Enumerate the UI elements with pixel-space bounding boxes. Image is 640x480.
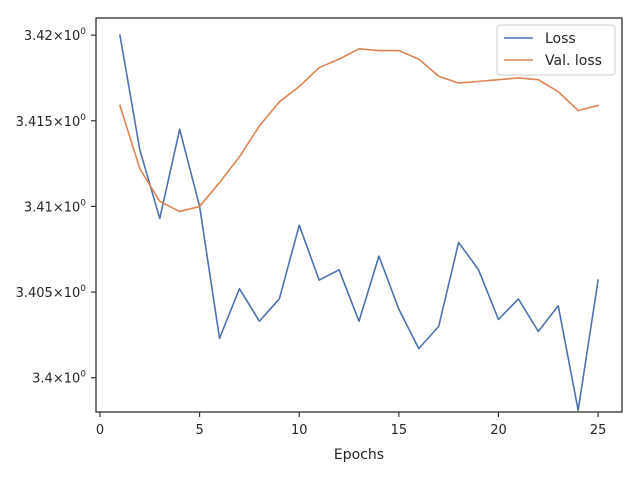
x-axis-ticks: 0 5 10 15 20 25 — [96, 412, 607, 438]
y-tick-label: 3.42×100 — [24, 27, 86, 44]
x-tick-label: 20 — [490, 423, 507, 438]
y-tick-label: 3.415×100 — [16, 113, 87, 130]
plot-frame — [95, 17, 623, 413]
series-line-val-loss — [118, 48, 600, 213]
y-tick-label: 3.405×100 — [16, 284, 87, 301]
legend-label: Loss — [545, 31, 576, 47]
x-tick-label: 15 — [391, 423, 408, 438]
y-tick-label: 3.4×100 — [32, 370, 86, 387]
x-tick-label: 10 — [291, 423, 308, 438]
series-group — [118, 34, 600, 412]
y-axis-ticks: 3.4×100 3.405×100 3.41×100 3.415×100 3.42×10… — [16, 27, 96, 387]
legend: Loss Val. loss — [496, 24, 616, 76]
x-axis-label: Epochs — [334, 447, 384, 463]
x-tick-label: 5 — [195, 423, 203, 438]
legend-label: Val. loss — [545, 53, 602, 69]
x-tick-label: 0 — [96, 423, 104, 438]
y-tick-label: 3.41×100 — [24, 198, 86, 215]
x-tick-label: 25 — [590, 423, 607, 438]
